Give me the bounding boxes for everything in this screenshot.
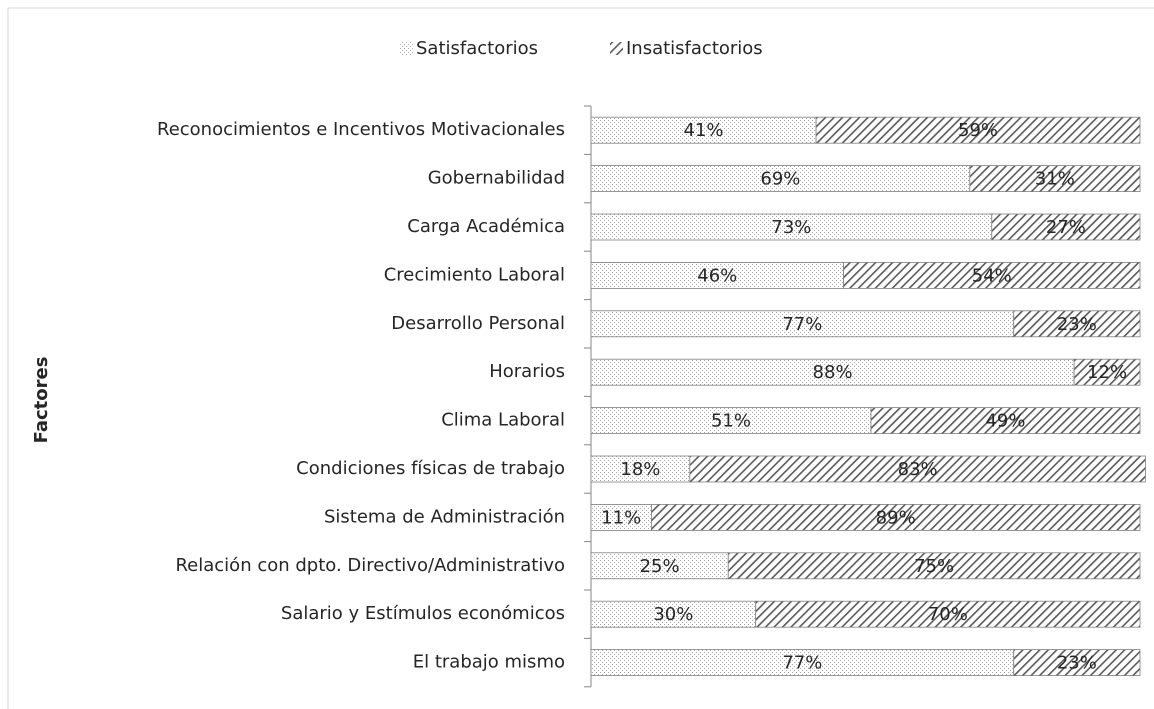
category-label: Crecimiento Laboral — [384, 264, 565, 285]
chart-frame — [7, 7, 1154, 709]
bar-segment — [843, 261, 1141, 289]
category-label: Sistema de Administración — [324, 506, 565, 527]
category-label: Salario y Estímulos económicos — [281, 603, 565, 624]
bar-segment — [650, 503, 1141, 531]
bar-segment — [727, 552, 1141, 580]
bar-segment — [689, 455, 1146, 483]
bar-segment — [755, 600, 1141, 628]
bar-segment — [590, 455, 691, 483]
data-label: 30% — [653, 604, 693, 625]
bar-segment — [1073, 358, 1141, 386]
data-label: 83% — [898, 459, 938, 480]
data-label: 73% — [771, 217, 811, 238]
data-label: 11% — [601, 507, 641, 528]
category-label: Clima Laboral — [441, 410, 565, 431]
data-label: 77% — [782, 314, 822, 335]
bar-segment — [590, 552, 729, 580]
legend-label: Satisfactorios — [416, 38, 538, 59]
data-label: 54% — [972, 265, 1012, 286]
category-label: Gobernabilidad — [428, 168, 565, 189]
data-label: 69% — [760, 169, 800, 190]
bar-segment — [991, 213, 1141, 241]
y-axis-title: Factores — [31, 357, 52, 444]
bar-segment — [815, 116, 1141, 144]
data-label: 88% — [813, 362, 853, 383]
bar-segment — [590, 213, 993, 241]
legend-swatch — [400, 42, 413, 55]
data-label: 31% — [1035, 169, 1075, 190]
category-label: Reconocimientos e Incentivos Motivaciona… — [157, 119, 565, 140]
data-label: 70% — [928, 604, 968, 625]
data-label: 25% — [640, 556, 680, 577]
data-label: 23% — [1057, 314, 1097, 335]
data-label: 75% — [914, 556, 954, 577]
data-label: 23% — [1057, 653, 1097, 674]
bar-segment — [590, 261, 844, 289]
legend-swatch — [610, 42, 623, 55]
bar-segment — [870, 407, 1141, 435]
legend-label: Insatisfactorios — [626, 38, 763, 59]
category-label: El trabajo mismo — [413, 652, 565, 673]
category-label: Desarrollo Personal — [391, 313, 565, 334]
data-label: 59% — [958, 120, 998, 141]
data-label: 49% — [985, 411, 1025, 432]
data-label: 51% — [711, 411, 751, 432]
category-label: Horarios — [489, 361, 565, 382]
bar-segment — [590, 165, 971, 193]
data-label: 12% — [1087, 362, 1127, 383]
category-label: Relación con dpto. Directivo/Administrat… — [175, 555, 565, 576]
bar-segment — [590, 358, 1075, 386]
data-label: 18% — [620, 459, 660, 480]
bar-segment — [590, 600, 757, 628]
bar-segment — [1013, 310, 1141, 338]
category-label: Condiciones físicas de trabajo — [296, 458, 565, 479]
data-label: 41% — [684, 120, 724, 141]
data-label: 46% — [697, 265, 737, 286]
category-label: Carga Académica — [407, 216, 565, 237]
data-label: 27% — [1046, 217, 1086, 238]
bar-segment — [1013, 649, 1141, 676]
data-label: 77% — [782, 653, 822, 674]
bar-segment — [969, 165, 1141, 193]
data-label: 89% — [876, 507, 916, 528]
bar-segment — [590, 310, 1015, 338]
